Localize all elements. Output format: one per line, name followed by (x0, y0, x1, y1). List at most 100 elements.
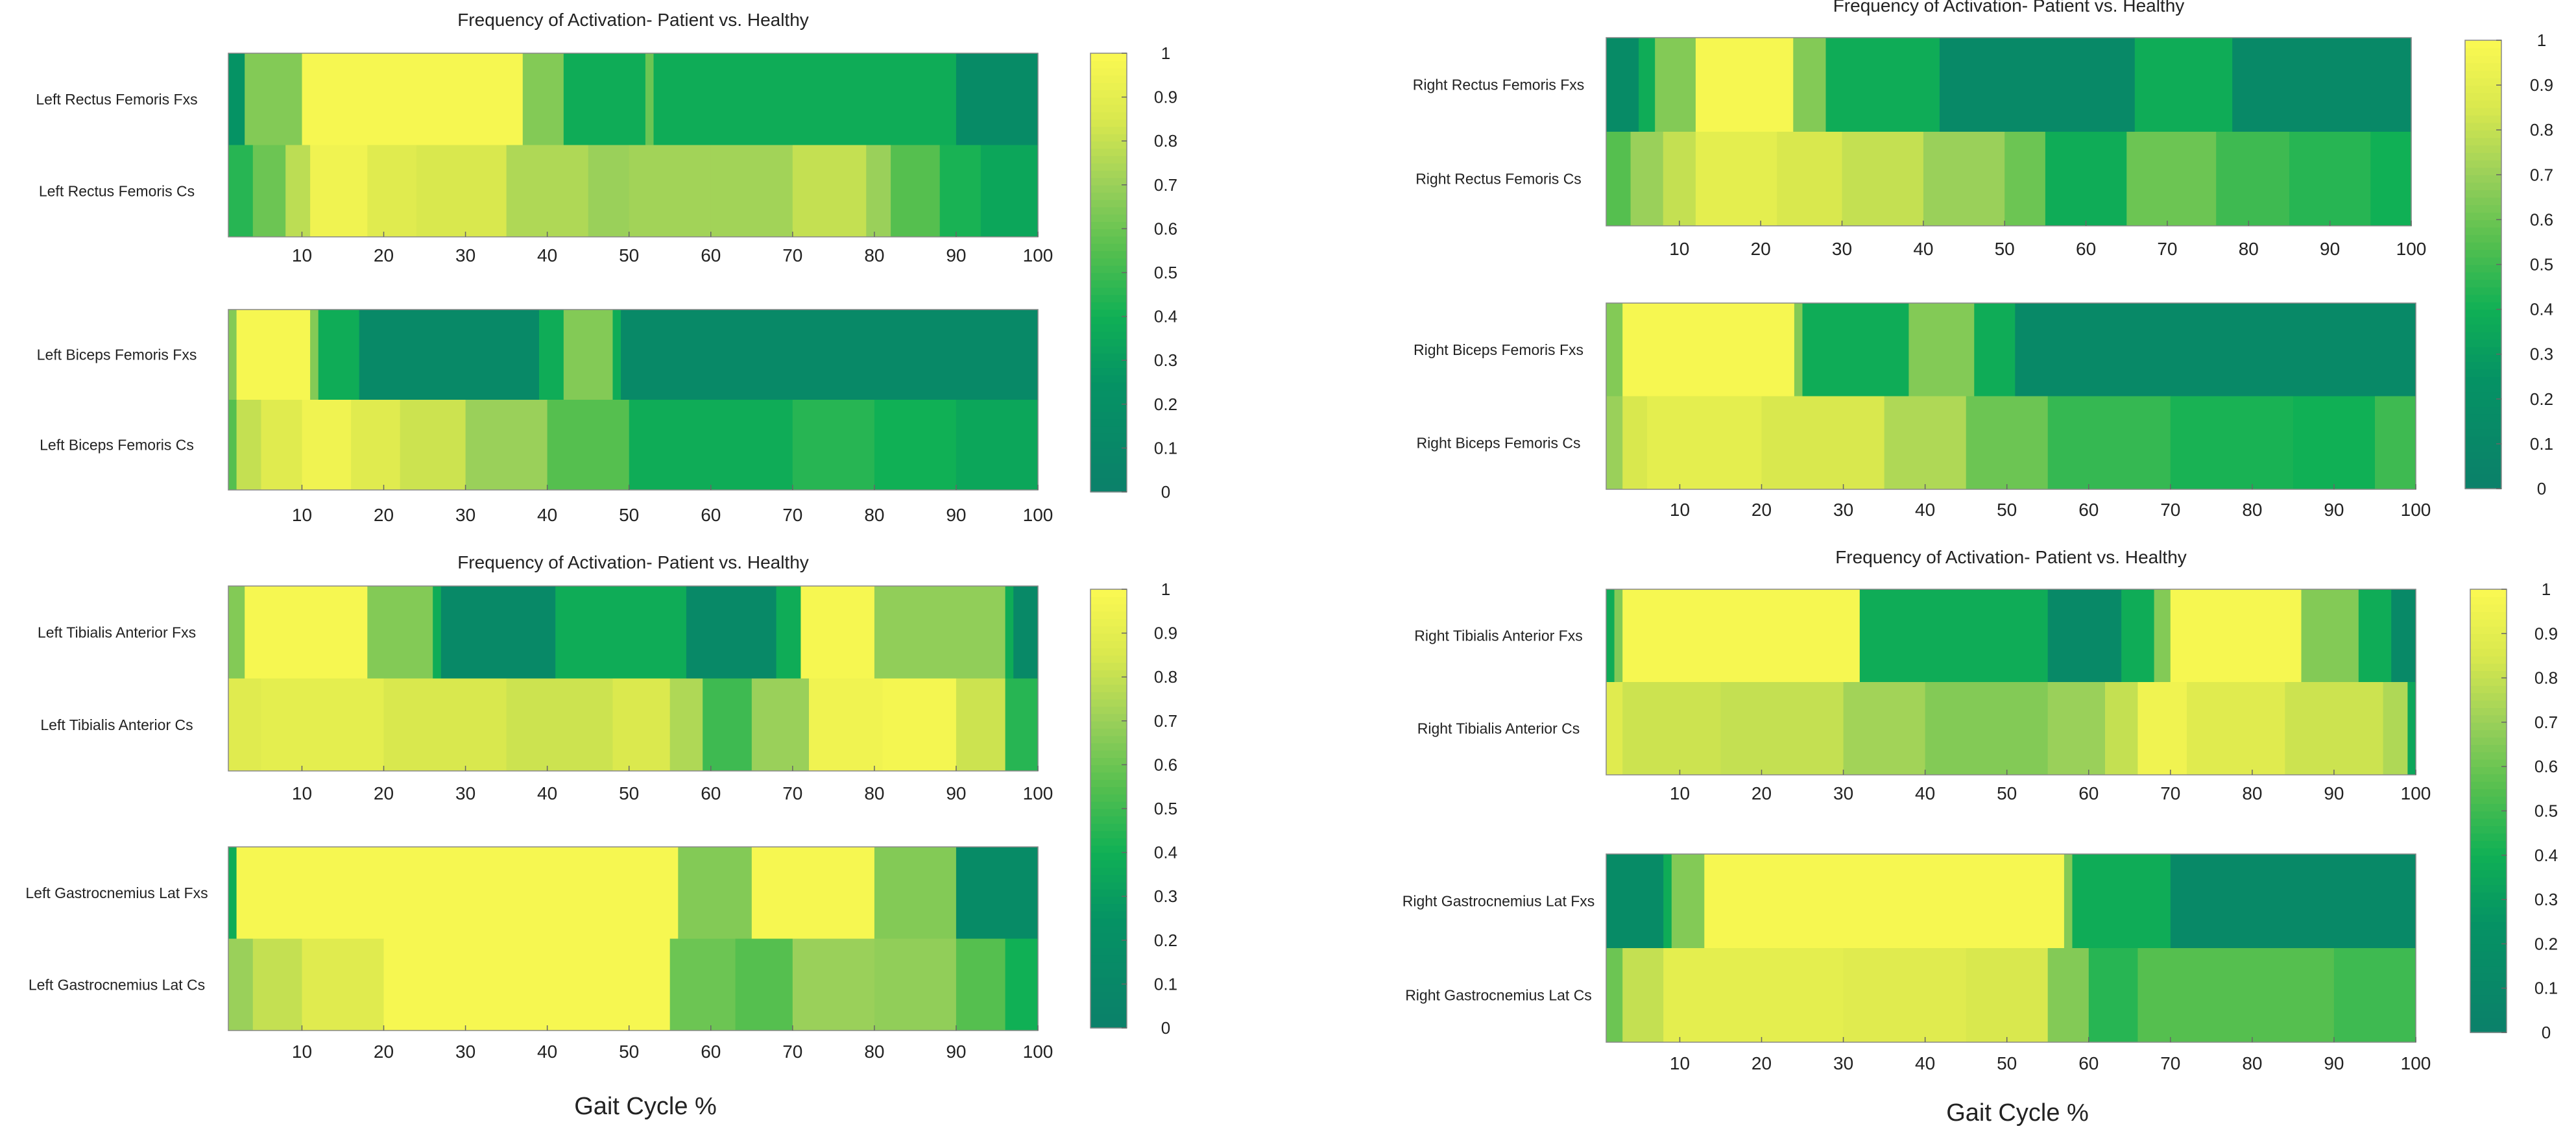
heatmap-cell (1720, 682, 1844, 775)
heatmap-cell (809, 678, 884, 772)
colorbar-swatch (1090, 830, 1127, 838)
colorbar-swatch (1090, 60, 1127, 69)
heatmap-cell (703, 678, 752, 772)
colorbar-swatch (2470, 781, 2507, 790)
colorbar-swatch (1090, 816, 1127, 824)
heatmap-cell (440, 586, 556, 679)
heatmap-frame (1606, 302, 2416, 490)
colorbar-swatch (1090, 214, 1127, 222)
x-tick-label: 10 (1670, 783, 1690, 803)
heatmap-cell (776, 586, 801, 679)
colorbar-swatch (2470, 737, 2507, 745)
colorbar-swatch (2470, 877, 2507, 886)
colorbar-swatch (1090, 655, 1127, 663)
row-label: Left Gastrocnemius Lat Fxs (25, 885, 208, 901)
colorbar-swatch (1090, 874, 1127, 883)
x-tick-label: 70 (2160, 1053, 2180, 1073)
heatmap-cell (2047, 682, 2106, 775)
colorbar-swatch (1090, 604, 1127, 612)
colorbar-swatch (2470, 929, 2507, 937)
heatmap-cell (1622, 396, 1648, 490)
colorbar-swatch (1090, 1020, 1127, 1029)
colorbar-swatch (1090, 859, 1127, 868)
colorbar-swatch (2465, 145, 2501, 153)
heatmap-cell (2137, 682, 2187, 775)
heatmap-cell (2072, 854, 2171, 949)
colorbar-swatch (1090, 728, 1127, 737)
colorbar-swatch (1090, 477, 1127, 485)
heatmap-cell (2407, 682, 2416, 775)
heatmap-cell (2170, 396, 2294, 490)
heatmap-cell (465, 400, 548, 491)
colorbar-tick-label: 0.6 (1154, 755, 1177, 774)
heatmap-cell (800, 586, 875, 679)
colorbar-tick-label: 0.5 (2530, 255, 2553, 275)
colorbar-tick-label: 0.6 (1154, 219, 1177, 238)
heatmap-cell (1925, 682, 2049, 775)
x-tick-label: 10 (292, 505, 312, 525)
heatmap-cell (2370, 132, 2412, 226)
colorbar-swatch (2465, 406, 2501, 415)
heatmap-cell (751, 678, 810, 772)
heatmap-cell (2047, 589, 2122, 683)
heatmap-cell (383, 938, 671, 1031)
colorbar-swatch (2470, 921, 2507, 930)
heatmap-cell (555, 586, 687, 679)
colorbar-tick-label: 0.2 (1154, 931, 1177, 950)
x-tick-label: 50 (1997, 783, 2017, 803)
x-tick-label: 100 (1023, 783, 1053, 803)
colorbar-tick-label: 0.3 (2534, 890, 2558, 909)
colorbar-swatch (1090, 640, 1127, 648)
row-label: Right Gastrocnemius Lat Fxs (1402, 893, 1595, 910)
heatmap-cell (2358, 589, 2392, 683)
colorbar-swatch (2465, 241, 2501, 250)
colorbar-swatch (2465, 257, 2501, 265)
colorbar-swatch (1090, 845, 1127, 853)
colorbar-swatch (1090, 969, 1127, 977)
colorbar-tick-label: 0.9 (1154, 88, 1177, 107)
heatmap-cell (874, 400, 957, 491)
x-tick-label: 30 (455, 505, 475, 525)
colorbar-swatch (2470, 759, 2507, 767)
x-tick-label: 70 (2160, 500, 2180, 520)
heatmap-cell (2211, 948, 2335, 1043)
colorbar-tick-label: 0.8 (1154, 667, 1177, 687)
colorbar-tick-label: 0 (1161, 1018, 1170, 1038)
colorbar-swatch (1090, 265, 1127, 273)
heatmap-cell (2004, 132, 2046, 226)
x-tick-label: 50 (1997, 500, 2017, 520)
heatmap-cell (1630, 132, 1664, 226)
colorbar-swatch (2465, 92, 2501, 101)
colorbar-swatch (1090, 206, 1127, 215)
colorbar-tick-label: 0.2 (2530, 389, 2553, 409)
colorbar-tick-label: 0.8 (1154, 131, 1177, 151)
colorbar-swatch (2465, 413, 2501, 422)
heatmap-cell (1606, 303, 1623, 397)
colorbar-swatch (1090, 772, 1127, 780)
heatmap-cell (669, 678, 703, 772)
x-tick-label: 80 (864, 1042, 884, 1062)
colorbar-swatch (2470, 1018, 2507, 1026)
x-tick-label: 70 (2160, 783, 2180, 803)
row-label: Right Rectus Femoris Fxs (1413, 77, 1585, 93)
heatmap-cell (2047, 948, 2089, 1043)
colorbar-swatch (1090, 809, 1127, 817)
colorbar-swatch (2465, 226, 2501, 236)
heatmap-cell (1761, 396, 1885, 490)
colorbar-swatch (1090, 419, 1127, 427)
x-tick-label: 50 (619, 1042, 639, 1062)
colorbar-swatch (2465, 294, 2501, 302)
colorbar-swatch (2465, 474, 2501, 482)
heatmap-cell (653, 53, 957, 145)
x-tick-label: 100 (1023, 505, 1053, 525)
heatmap-cell (874, 847, 957, 939)
row-label: Left Gastrocnemius Lat Cs (29, 976, 205, 993)
heatmap-cell (1663, 854, 1672, 949)
colorbar-swatch (2470, 1025, 2507, 1033)
colorbar-swatch (1090, 910, 1127, 919)
heatmap-cell (1606, 589, 1615, 683)
colorbar-swatch (2470, 914, 2507, 923)
x-tick-label: 50 (1997, 1053, 2017, 1073)
colorbar-swatch (1090, 243, 1127, 251)
heatmap-cell (2126, 132, 2217, 226)
